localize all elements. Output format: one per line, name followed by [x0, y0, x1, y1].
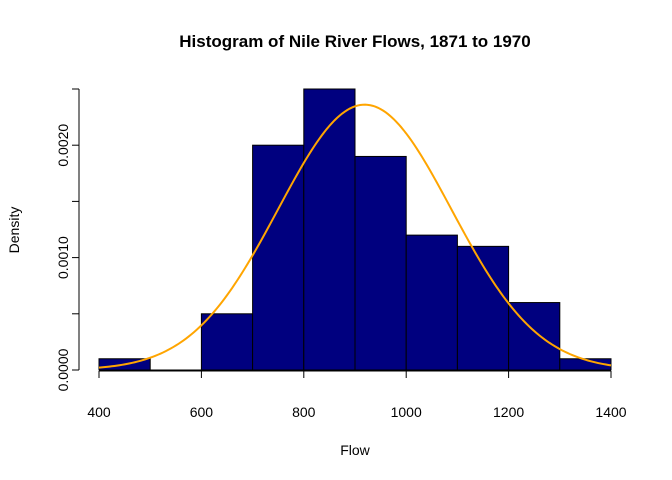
x-tick-label: 600	[190, 404, 214, 420]
y-tick-label: 0.0020	[55, 124, 71, 167]
chart-title: Histogram of Nile River Flows, 1871 to 1…	[179, 32, 530, 51]
y-tick-label: 0.0010	[55, 236, 71, 279]
x-axis: 400 600 800 1000 1200 1400	[87, 370, 627, 420]
histogram-bar	[252, 144, 305, 371]
x-tick-label: 800	[292, 404, 316, 420]
histogram-bar	[405, 234, 458, 371]
x-tick-label: 1000	[391, 404, 422, 420]
y-tick-label: 0.0000	[55, 348, 71, 391]
density-curve	[98, 103, 612, 369]
x-axis-label: Flow	[340, 442, 370, 458]
histogram-bar	[200, 313, 254, 371]
histogram-bar	[303, 88, 356, 371]
x-tick-label: 400	[87, 404, 111, 420]
histogram-bar	[508, 302, 561, 371]
y-axis-label: Density	[6, 207, 22, 254]
y-axis: 0.0000 0.0010 0.0020	[55, 88, 80, 391]
x-tick-label: 1400	[595, 404, 626, 420]
histogram-bar	[354, 155, 407, 371]
histogram-bars	[98, 88, 612, 371]
x-tick-label: 1200	[493, 404, 524, 420]
